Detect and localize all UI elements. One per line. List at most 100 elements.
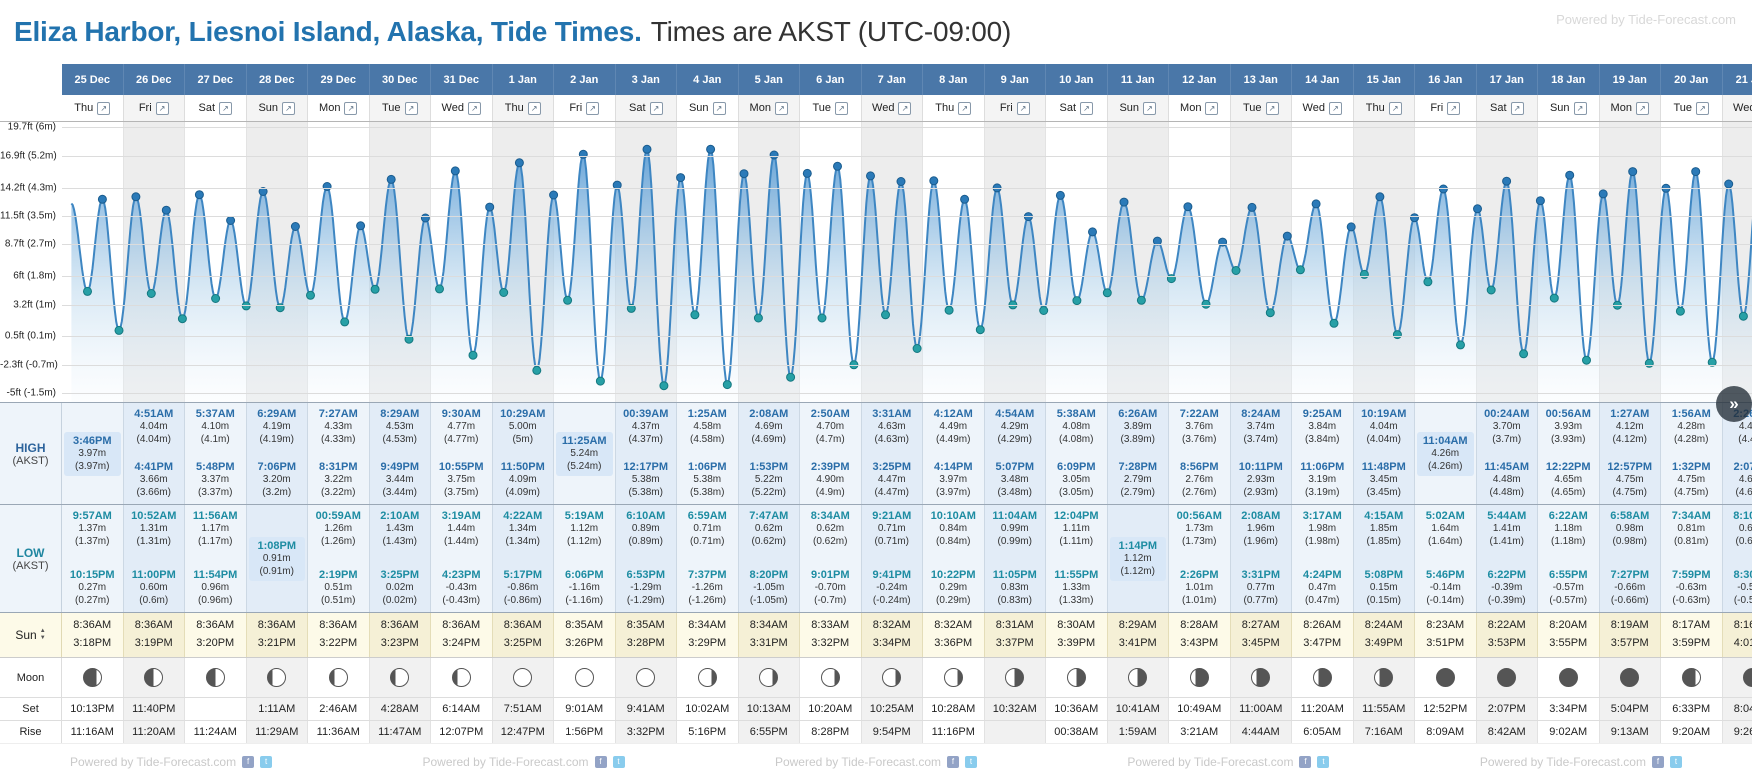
date-cell[interactable]: 9 Jan (985, 64, 1046, 95)
date-cell[interactable]: 13 Jan (1231, 64, 1292, 95)
sunset-time: 4:01PM (1733, 637, 1752, 649)
sunrise-time: 8:26AM (1303, 619, 1342, 632)
tide-time: 6:53PM (626, 569, 666, 581)
powered-by-link[interactable]: Powered by Tide-Forecast.com f t (422, 755, 625, 769)
date-cell[interactable]: 11 Jan (1108, 64, 1169, 95)
date-cell[interactable]: 16 Jan (1415, 64, 1477, 95)
tide-height-m: 3.19m (1308, 474, 1337, 485)
expand-day-icon[interactable]: ↗ (1573, 101, 1587, 115)
expand-day-icon[interactable]: ↗ (1143, 101, 1157, 115)
date-cell[interactable]: 7 Jan (862, 64, 923, 95)
sunset-time: 3:55PM (1549, 637, 1588, 649)
expand-day-icon[interactable]: ↗ (404, 101, 418, 115)
expand-day-icon[interactable]: ↗ (1265, 101, 1279, 115)
scroll-right-button[interactable]: » (1716, 386, 1752, 422)
expand-day-icon[interactable]: ↗ (467, 101, 481, 115)
moonset-cell: 9:41AM (615, 698, 677, 720)
moonset-cell: 2:46AM (308, 698, 370, 720)
chart-stripe (677, 122, 739, 402)
date-cell[interactable]: 17 Jan (1477, 64, 1538, 95)
date-cell[interactable]: 30 Dec (370, 64, 431, 95)
date-cell[interactable]: 5 Jan (739, 64, 800, 95)
powered-by-link[interactable]: Powered by Tide-Forecast.com f t (1480, 755, 1682, 769)
moonset-cell: 10:36AM (1046, 698, 1108, 720)
day-label: Wed (1302, 102, 1325, 114)
tide-height-m: 4.75m (1677, 474, 1706, 485)
expand-day-icon[interactable]: ↗ (1447, 101, 1461, 115)
sun-cell: 8:26AM 3:47PM (1292, 613, 1354, 657)
expand-day-icon[interactable]: ↗ (1696, 101, 1710, 115)
powered-by-link[interactable]: Powered by Tide-Forecast.com f t (775, 755, 978, 769)
moonrise-time: 9:20AM (1672, 726, 1711, 738)
powered-by-link[interactable]: Powered by Tide-Forecast.com f t (70, 755, 273, 769)
twitter-icon[interactable]: t (1317, 756, 1330, 768)
date-cell[interactable]: 14 Jan (1292, 64, 1354, 95)
powered-by-link-top[interactable]: Powered by Tide-Forecast.com (1556, 12, 1736, 27)
date-cell[interactable]: 31 Dec (431, 64, 493, 95)
expand-day-icon[interactable]: ↗ (1388, 101, 1402, 115)
expand-day-icon[interactable]: ↗ (282, 101, 296, 115)
twitter-icon[interactable]: t (612, 756, 625, 768)
expand-day-icon[interactable]: ↗ (958, 101, 972, 115)
expand-day-icon[interactable]: ↗ (835, 101, 849, 115)
date-cell[interactable]: 2 Jan (554, 64, 616, 95)
twitter-icon[interactable]: t (1669, 756, 1682, 768)
date-cell[interactable]: 27 Dec (185, 64, 247, 95)
date-cell[interactable]: 21 Jan (1723, 64, 1752, 95)
facebook-icon[interactable]: f (242, 756, 255, 768)
expand-day-icon[interactable]: ↗ (712, 101, 726, 115)
low-tide-entry: 00:59AM 1.26m (1.26m) (309, 510, 368, 548)
date-cell[interactable]: 4 Jan (677, 64, 739, 95)
date-cell[interactable]: 26 Dec (124, 64, 185, 95)
expand-day-icon[interactable]: ↗ (649, 101, 663, 115)
tide-time: 3:31AM (872, 408, 912, 420)
date-cell[interactable]: 12 Jan (1169, 64, 1231, 95)
date-cell[interactable]: 25 Dec (62, 64, 124, 95)
date-cell[interactable]: 6 Jan (800, 64, 862, 95)
moonrise-cell (984, 721, 1046, 743)
day-cell: Sat ↗ (1476, 95, 1538, 121)
day-label: Fri (999, 102, 1013, 114)
date-cell[interactable]: 18 Jan (1538, 64, 1600, 95)
expand-day-icon[interactable]: ↗ (1635, 101, 1649, 115)
expand-day-icon[interactable]: ↗ (898, 101, 912, 115)
expand-day-icon[interactable]: ↗ (97, 101, 111, 115)
expand-day-icon[interactable]: ↗ (527, 101, 541, 115)
expand-day-icon[interactable]: ↗ (1510, 101, 1524, 115)
date-cell[interactable]: 19 Jan (1600, 64, 1661, 95)
expand-day-icon[interactable]: ↗ (1328, 101, 1342, 115)
low-tide-entry: 9:01PM -0.70m (-0.7m) (801, 569, 860, 607)
facebook-icon[interactable]: f (1651, 756, 1664, 768)
expand-day-icon[interactable]: ↗ (344, 101, 358, 115)
expand-day-icon[interactable]: ↗ (1080, 101, 1093, 115)
facebook-icon[interactable]: f (1299, 756, 1312, 768)
date-cell[interactable]: 3 Jan (616, 64, 677, 95)
facebook-icon[interactable]: f (947, 756, 960, 768)
date-cell[interactable]: 15 Jan (1354, 64, 1415, 95)
low-tide-cell: 7:47AM 0.62m (0.62m) 8:20PM -1.05m (-1.05m) (738, 505, 800, 612)
facebook-icon[interactable]: f (594, 756, 607, 768)
expand-day-icon[interactable]: ↗ (155, 101, 169, 115)
twitter-icon[interactable]: t (260, 756, 273, 768)
high-tide-cell: 10:29AM 5.00m (5m) 11:50PM 4.09m (4.09m) (492, 403, 554, 504)
expand-day-icon[interactable]: ↗ (586, 101, 600, 115)
moonset-time: 10:41AM (1115, 703, 1160, 715)
date-cell[interactable]: 28 Dec (247, 64, 308, 95)
date-cell[interactable]: 10 Jan (1046, 64, 1108, 95)
date-cell[interactable]: 29 Dec (308, 64, 370, 95)
expand-day-icon[interactable]: ↗ (1016, 101, 1030, 115)
high-tide-entry: 00:24AM 3.70m (3.7m) (1478, 408, 1537, 446)
tide-height-m: -0.39m (1491, 582, 1523, 593)
high-tide-entry: 2:50AM 4.70m (4.7m) (801, 408, 860, 446)
expand-day-icon[interactable]: ↗ (1205, 101, 1219, 115)
expand-day-icon[interactable]: ↗ (219, 101, 232, 115)
powered-by-link[interactable]: Powered by Tide-Forecast.com f t (1127, 755, 1330, 769)
twitter-icon[interactable]: t (965, 756, 978, 768)
high-tide-cell: 2:50AM 4.70m (4.7m) 2:39PM 4.90m (4.9m) (800, 403, 862, 504)
moonrise-time: 4:44AM (1241, 726, 1280, 738)
expand-day-icon[interactable]: ↗ (774, 101, 788, 115)
date-cell[interactable]: 8 Jan (923, 64, 985, 95)
date-cell[interactable]: 20 Jan (1661, 64, 1723, 95)
day-label: Sun (1549, 102, 1570, 114)
date-cell[interactable]: 1 Jan (493, 64, 554, 95)
